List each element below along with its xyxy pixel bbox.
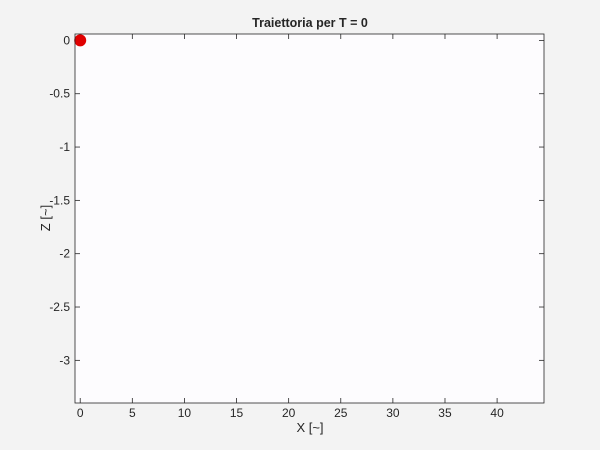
axes-box (74, 33, 545, 404)
x-tick-label: 35 (438, 406, 452, 420)
plot-marks (74, 34, 87, 47)
y-tick-label: -0.5 (49, 87, 70, 101)
x-tick-label: 10 (178, 406, 192, 420)
chart-title: Traiettoria per T = 0 (252, 16, 368, 30)
x-tick-label: 25 (334, 406, 348, 420)
x-axis-label: X [~] (296, 420, 323, 435)
y-tick-label: 0 (63, 33, 70, 47)
x-tick-label: 15 (230, 406, 244, 420)
y-tick-label: -1.5 (49, 193, 70, 207)
x-tick-label: 5 (129, 406, 136, 420)
trajectory-point (74, 34, 87, 47)
ticks: 0 5 10 15 20 25 30 35 40 0 -0.5 -1 -1.5 -2 -2.5 -3 (49, 33, 544, 420)
x-tick-label: 30 (386, 406, 400, 420)
x-tick-label: 20 (282, 406, 296, 420)
x-tick-label: 40 (490, 406, 504, 420)
y-tick-label: -2.5 (49, 300, 70, 314)
axes-background (75, 34, 544, 403)
y-axis-label: Z [~] (38, 205, 53, 231)
y-tick-label: -3 (59, 353, 70, 367)
y-tick-label: -1 (59, 140, 70, 154)
x-tick-label: 0 (77, 406, 84, 420)
y-tick-label: -2 (59, 247, 70, 261)
